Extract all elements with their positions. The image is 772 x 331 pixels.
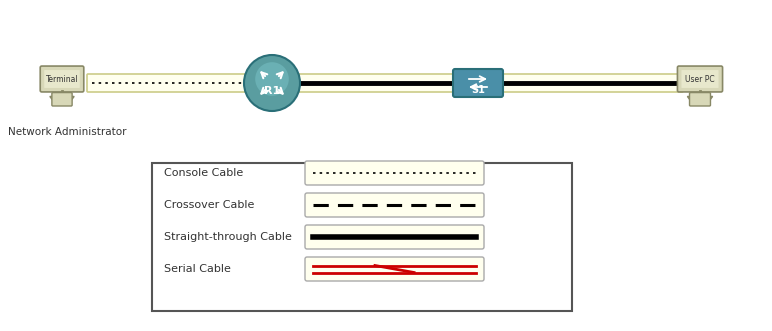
Text: R1: R1 xyxy=(264,86,280,96)
Circle shape xyxy=(244,55,300,111)
FancyBboxPatch shape xyxy=(682,70,719,88)
FancyBboxPatch shape xyxy=(52,93,72,106)
Polygon shape xyxy=(687,96,713,100)
Polygon shape xyxy=(50,96,74,100)
FancyBboxPatch shape xyxy=(152,163,572,311)
Text: S1: S1 xyxy=(471,85,485,95)
FancyBboxPatch shape xyxy=(305,193,484,217)
FancyBboxPatch shape xyxy=(453,69,503,97)
FancyBboxPatch shape xyxy=(689,93,710,106)
FancyBboxPatch shape xyxy=(305,257,484,281)
Text: Crossover Cable: Crossover Cable xyxy=(164,200,255,210)
FancyBboxPatch shape xyxy=(678,66,723,92)
Text: User PC: User PC xyxy=(686,74,715,83)
Text: Serial Cable: Serial Cable xyxy=(164,264,231,274)
Text: Network Administrator: Network Administrator xyxy=(8,127,127,137)
FancyBboxPatch shape xyxy=(87,74,256,92)
Text: Console Cable: Console Cable xyxy=(164,168,243,178)
Circle shape xyxy=(256,62,289,96)
FancyBboxPatch shape xyxy=(291,74,683,92)
FancyBboxPatch shape xyxy=(40,66,84,92)
Text: Terminal: Terminal xyxy=(46,74,78,83)
FancyBboxPatch shape xyxy=(44,70,80,88)
Text: Straight-through Cable: Straight-through Cable xyxy=(164,232,292,242)
FancyBboxPatch shape xyxy=(305,225,484,249)
FancyBboxPatch shape xyxy=(305,161,484,185)
